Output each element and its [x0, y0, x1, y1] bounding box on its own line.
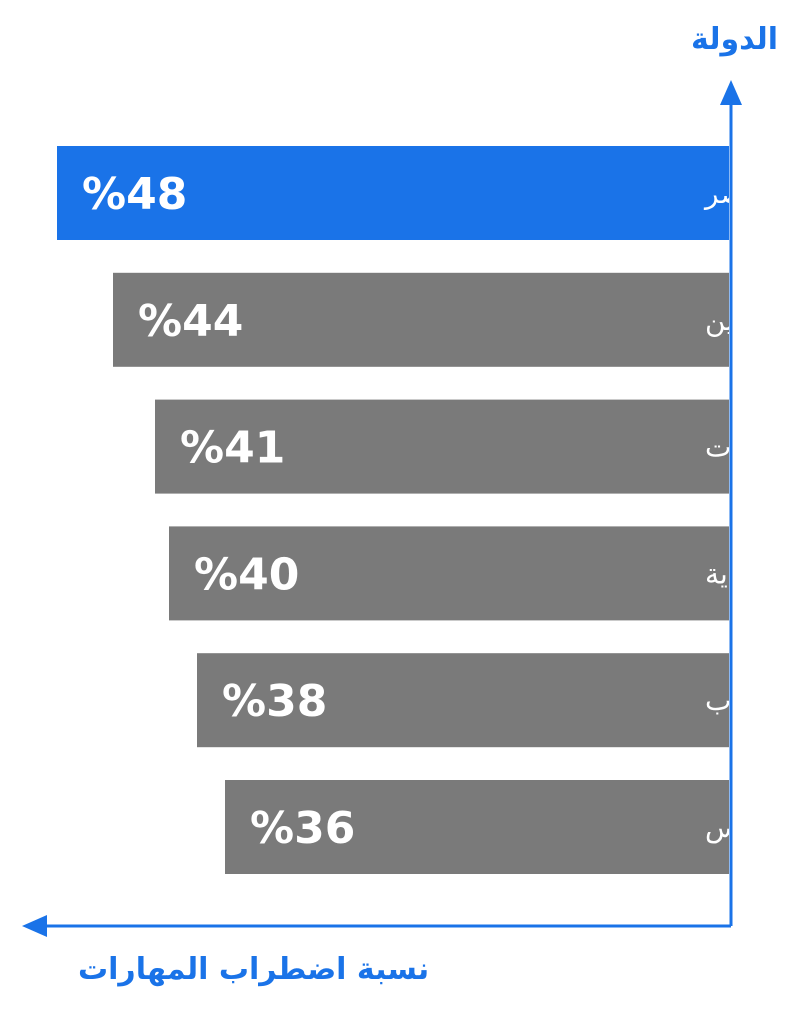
category-label: الإمارات [705, 431, 800, 464]
category-label: المغرب [705, 684, 793, 717]
y-axis-title: الدولة [691, 22, 778, 57]
value-label: %40 [194, 549, 299, 600]
x-axis-title: نسبة اضطراب المهارات [78, 952, 430, 987]
bar [155, 399, 729, 494]
value-label: %41 [180, 423, 285, 474]
bar [197, 653, 729, 748]
bar [113, 272, 729, 367]
bar [225, 780, 729, 874]
value-label: %36 [250, 803, 355, 854]
bar [57, 146, 729, 240]
bar [169, 526, 729, 621]
value-label: %38 [222, 676, 327, 727]
value-label: %48 [82, 169, 187, 220]
category-label: تونس [705, 811, 771, 844]
category-label: السعودية [705, 557, 800, 590]
value-label: %44 [138, 296, 243, 347]
x-axis-arrow-icon [22, 915, 47, 937]
y-axis-arrow-icon [720, 80, 742, 105]
category-label: البحرين [705, 304, 792, 337]
